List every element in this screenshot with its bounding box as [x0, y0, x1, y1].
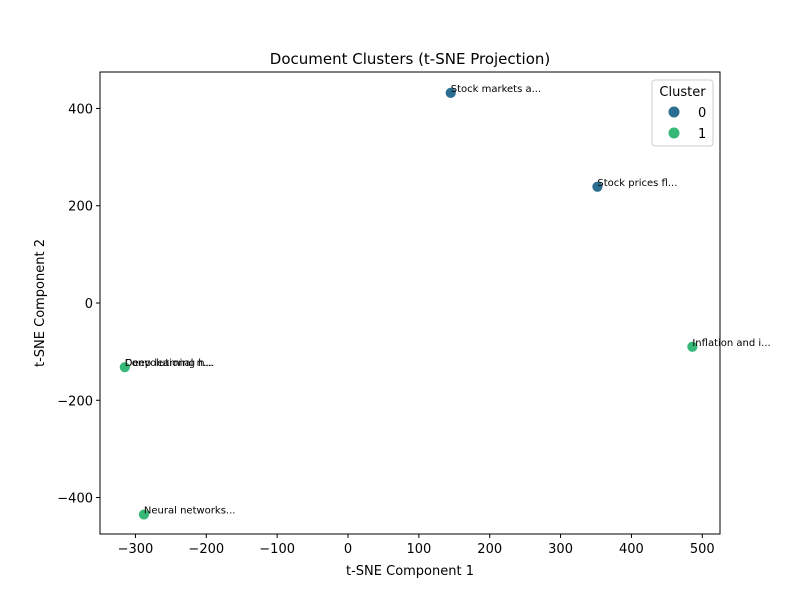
- x-tick-label: 200: [477, 542, 502, 557]
- y-tick-label: 0: [85, 297, 93, 312]
- y-tick-label: −200: [57, 394, 93, 409]
- axes-frame: [99, 71, 721, 535]
- point-label: Stock prices fl...: [597, 178, 677, 189]
- x-tick-label: 400: [619, 542, 644, 557]
- y-tick-label: 400: [68, 102, 93, 117]
- legend-label: 0: [698, 106, 706, 121]
- chart-title: Document Clusters (t-SNE Projection): [270, 50, 550, 68]
- legend-marker: [668, 106, 680, 118]
- point-label: Stock markets a...: [451, 84, 541, 95]
- data-point: [686, 340, 699, 353]
- x-tick-label: 500: [690, 542, 715, 557]
- y-tick-label: −400: [57, 492, 93, 507]
- x-tick-label: −100: [259, 542, 295, 557]
- legend-marker: [668, 127, 680, 139]
- data-point: [118, 361, 131, 374]
- point-label: Convolutional n...: [125, 358, 213, 369]
- legend-title: Cluster: [659, 85, 706, 100]
- plot-area: −300 −200 −100 0 100 200 300 400 500 −400 −200 0 200…: [57, 71, 771, 557]
- x-tick-label: −200: [188, 542, 224, 557]
- x-axis-label: t-SNE Component 1: [346, 564, 474, 579]
- x-tick-label: 100: [406, 542, 431, 557]
- data-point: [591, 180, 604, 193]
- y-axis-label: t-SNE Component 2: [33, 239, 48, 367]
- x-tick-label: 0: [344, 542, 352, 557]
- point-label: Neural networks...: [144, 506, 236, 517]
- legend-label: 1: [698, 127, 706, 142]
- legend-box: [651, 79, 714, 147]
- data-point: [138, 508, 150, 521]
- data-point: [444, 87, 457, 99]
- legend: Cluster 0 1: [651, 79, 714, 147]
- x-tick-label: 300: [548, 542, 573, 557]
- x-tick-label: −300: [118, 542, 154, 557]
- y-tick-label: 200: [68, 200, 93, 215]
- point-label: Deep learning h...: [125, 358, 214, 369]
- point-label: Inflation and i...: [692, 338, 770, 349]
